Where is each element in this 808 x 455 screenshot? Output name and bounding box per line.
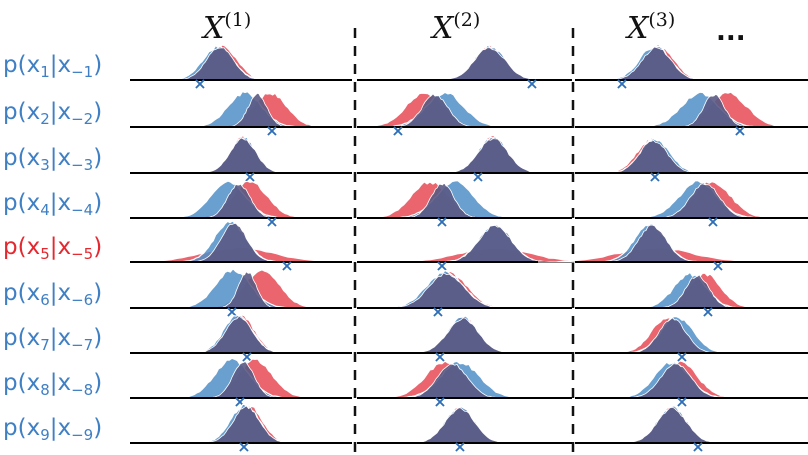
overlap-density bbox=[608, 224, 697, 263]
sample-marker: × bbox=[237, 437, 250, 455]
sample-marker: × bbox=[391, 121, 404, 140]
cell-row4-col2: × bbox=[357, 180, 572, 231]
row-label-3: p(x3|x−3) bbox=[3, 145, 102, 174]
sample-marker: × bbox=[675, 347, 688, 366]
cell-row9-col1: × bbox=[130, 403, 352, 455]
overlap-density bbox=[625, 406, 719, 444]
row-label-5: p(x5|x−5) bbox=[3, 234, 102, 263]
row-label-7: p(x7|x−7) bbox=[3, 325, 102, 354]
column-header-1: X(1) bbox=[201, 9, 251, 46]
sample-marker: × bbox=[265, 121, 278, 140]
overlap-density bbox=[204, 405, 289, 444]
sample-marker: × bbox=[265, 212, 278, 231]
sample-marker: × bbox=[691, 437, 704, 455]
cell-row9-col3: × bbox=[575, 404, 808, 455]
overlap-density bbox=[660, 274, 735, 309]
overlap-density bbox=[394, 93, 476, 128]
overlap-density bbox=[202, 137, 284, 174]
row-label-6: p(x6|x−6) bbox=[3, 280, 102, 309]
overlap-density bbox=[227, 92, 288, 128]
column-header-3: X(3) bbox=[625, 9, 675, 46]
cell-row7-col3: × bbox=[575, 315, 808, 366]
sample-marker: × bbox=[435, 212, 448, 231]
cell-row2-col1: × bbox=[130, 90, 352, 140]
sample-marker: × bbox=[615, 74, 628, 93]
overlap-density bbox=[628, 363, 724, 399]
cell-row7-col1: × bbox=[130, 314, 352, 366]
overlap-density bbox=[413, 407, 507, 444]
cell-row1-col2: × bbox=[357, 43, 572, 93]
sample-marker: × bbox=[280, 256, 293, 275]
sample-marker: × bbox=[193, 74, 206, 93]
overlap-density bbox=[659, 183, 751, 219]
overlap-density bbox=[196, 315, 282, 354]
sample-marker: × bbox=[525, 74, 538, 93]
cell-row3-col3: × bbox=[575, 136, 808, 186]
row-label-8: p(x8|x−8) bbox=[3, 370, 102, 399]
cell-row8-col3: × bbox=[575, 360, 808, 411]
cell-row9-col2: × bbox=[357, 406, 572, 455]
more-columns-ellipsis: ... bbox=[716, 17, 746, 47]
overlap-density bbox=[204, 183, 274, 219]
overlap-density bbox=[209, 360, 278, 399]
sample-marker: × bbox=[433, 392, 446, 411]
sample-marker: × bbox=[701, 302, 714, 321]
overlap-density bbox=[406, 182, 479, 219]
overlap-density bbox=[630, 317, 715, 354]
overlap-density bbox=[177, 47, 263, 81]
cell-row8-col2: × bbox=[357, 360, 572, 411]
cell-row6-col1: × bbox=[130, 267, 352, 321]
row-label-9: p(x9|x−9) bbox=[3, 415, 102, 444]
distribution-cells: × × ×× × ×× × ×× × ×× × ×× × ×× × ×× × ×× × × bbox=[126, 43, 808, 455]
sample-marker: × bbox=[471, 167, 484, 186]
cell-row5-col2: × bbox=[357, 223, 603, 275]
cell-row6-col2: × bbox=[357, 269, 572, 321]
overlap-density bbox=[414, 317, 512, 354]
cell-row3-col1: × bbox=[130, 135, 352, 186]
sample-marker: × bbox=[433, 347, 446, 366]
cell-row1-col1: × bbox=[130, 44, 352, 93]
row-label-4: p(x4|x−4) bbox=[3, 190, 102, 219]
cell-row1-col3: × bbox=[575, 43, 808, 93]
overlap-density bbox=[680, 94, 748, 128]
column-header-2: X(2) bbox=[430, 9, 480, 46]
cell-row8-col1: × bbox=[130, 357, 352, 411]
sample-marker: × bbox=[711, 256, 724, 275]
cell-row2-col3: × bbox=[575, 91, 808, 140]
sample-marker: × bbox=[733, 121, 746, 140]
overlap-density bbox=[219, 270, 276, 309]
cell-row3-col2: × bbox=[357, 134, 572, 186]
row-label-2: p(x2|x−2) bbox=[3, 99, 102, 128]
cell-row5-col1: × bbox=[126, 220, 352, 275]
row-labels: p(x1|x−1) p(x2|x−2) p(x3|x−3) p(x4|x−4) p(x5… bbox=[3, 52, 102, 444]
overlap-density bbox=[192, 222, 276, 263]
cell-row4-col3: × bbox=[575, 179, 808, 231]
cell-row6-col3: × bbox=[575, 271, 808, 321]
sample-marker: × bbox=[648, 167, 661, 186]
sample-marker: × bbox=[453, 437, 466, 455]
sample-marker: × bbox=[431, 302, 444, 321]
column-headers: X(1) X(2) X(3) ... bbox=[201, 9, 746, 47]
overlap-density bbox=[441, 47, 539, 81]
overlap-density bbox=[444, 224, 546, 263]
cell-row2-col2: × bbox=[357, 91, 572, 140]
overlap-density bbox=[405, 363, 500, 399]
overlap-density bbox=[610, 46, 703, 81]
sample-marker: × bbox=[706, 212, 719, 231]
overlap-density bbox=[609, 139, 698, 174]
cell-row7-col2: × bbox=[357, 314, 572, 366]
sample-marker: × bbox=[675, 392, 688, 411]
row-label-1: p(x1|x−1) bbox=[3, 52, 102, 81]
cell-row5-col3: × bbox=[538, 223, 808, 275]
cell-row4-col1: × bbox=[130, 180, 352, 231]
overlap-density bbox=[446, 138, 540, 174]
overlap-density bbox=[390, 272, 503, 309]
